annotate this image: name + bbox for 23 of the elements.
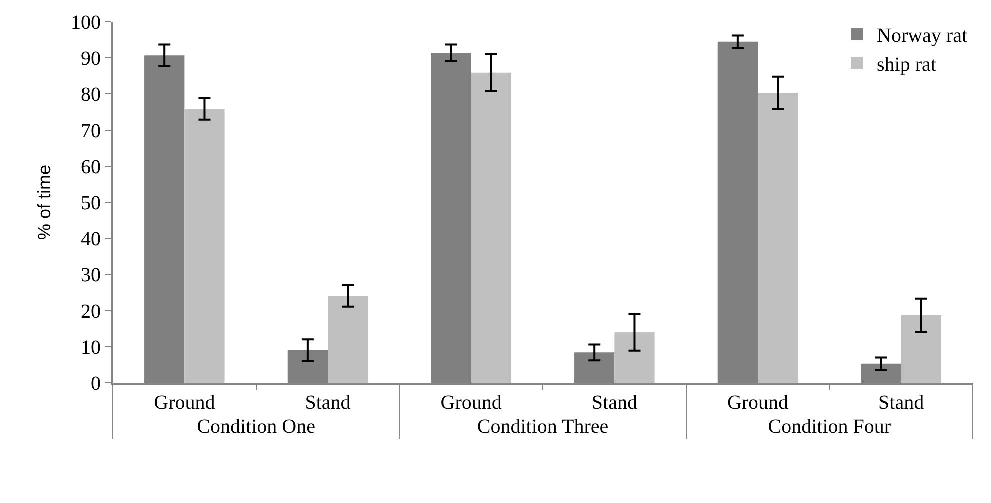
text: Condition One bbox=[197, 416, 316, 438]
x-tick-label: Stand bbox=[305, 392, 351, 414]
x-tick-label: Ground bbox=[154, 392, 216, 414]
x-tick-label: Ground bbox=[727, 392, 789, 414]
text: Condition Three bbox=[477, 416, 609, 438]
y-tick-label: 0 bbox=[91, 373, 101, 395]
y-tick-label: 40 bbox=[81, 228, 101, 251]
legend-label: ship rat bbox=[877, 54, 937, 76]
y-tick-label: 80 bbox=[81, 84, 101, 106]
y-tick-label: 50 bbox=[81, 192, 101, 214]
y-tick-label: 20 bbox=[81, 300, 101, 323]
y-tick-label: 90 bbox=[81, 48, 101, 70]
text: Condition Four bbox=[768, 416, 892, 438]
y-tick-label: 70 bbox=[81, 120, 101, 142]
x-tick-label: Stand bbox=[592, 392, 638, 414]
x-tick-label: Stand bbox=[878, 392, 924, 414]
legend-label: Norway rat bbox=[877, 25, 968, 48]
y-tick-label: 60 bbox=[81, 156, 101, 178]
y-tick-label: 30 bbox=[81, 264, 101, 287]
x-tick-label: Ground bbox=[440, 392, 502, 414]
y-tick-label: 100 bbox=[71, 12, 101, 34]
y-tick-label: 10 bbox=[81, 336, 101, 359]
y-axis-title: % of time bbox=[34, 164, 55, 240]
